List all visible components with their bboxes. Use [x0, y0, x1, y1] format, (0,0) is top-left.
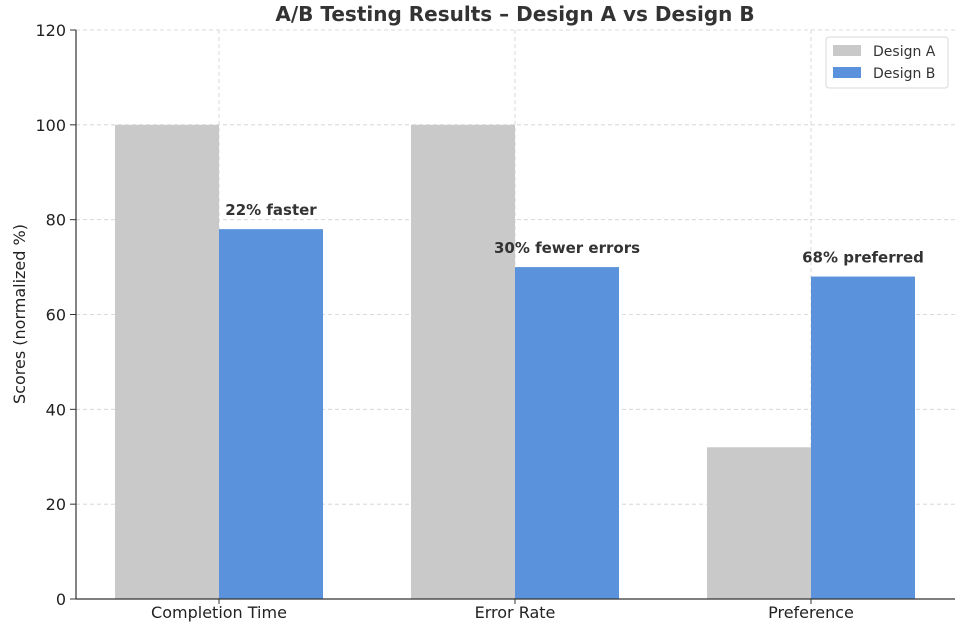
chart-title: A/B Testing Results – Design A vs Design…: [275, 2, 754, 26]
legend: Design A Design B: [825, 36, 949, 89]
bar-design-b-preference: [811, 276, 915, 599]
x-tick-label: Error Rate: [475, 603, 556, 622]
y-tick-label: 120: [35, 21, 66, 40]
y-tick-label: 60: [46, 306, 66, 325]
x-tick-label: Preference: [768, 603, 854, 622]
data-label: 68% preferred: [802, 249, 924, 267]
bar-design-a-preference: [707, 447, 811, 599]
legend-swatch: [833, 45, 861, 56]
y-tick-label: 0: [56, 590, 66, 609]
legend-swatch: [833, 67, 861, 78]
y-tick-label: 80: [46, 211, 66, 230]
bar-design-b-error-rate: [515, 267, 619, 599]
data-labels: 22% faster 30% fewer errors 68% preferred: [225, 201, 924, 266]
y-axis-label: Scores (normalized %): [10, 224, 29, 404]
bar-design-a-error-rate: [411, 124, 515, 599]
bar-design-b-completion-time: [219, 229, 323, 599]
data-label: 30% fewer errors: [494, 239, 640, 257]
x-tick-labels: Completion Time Error Rate Preference: [151, 603, 854, 622]
y-tick-label: 20: [46, 495, 66, 514]
x-tick-label: Completion Time: [151, 603, 287, 622]
y-tick-label: 100: [35, 116, 66, 135]
legend-entry: Design A: [873, 44, 936, 60]
bar-design-a-completion-time: [115, 124, 219, 599]
axes: [70, 29, 955, 604]
legend-entry: Design B: [873, 66, 935, 82]
bars: [115, 124, 915, 599]
y-tick-label: 40: [46, 400, 66, 419]
data-label: 22% faster: [225, 201, 317, 219]
y-tick-labels: 0 20 40 60 80 100 120: [35, 21, 66, 609]
